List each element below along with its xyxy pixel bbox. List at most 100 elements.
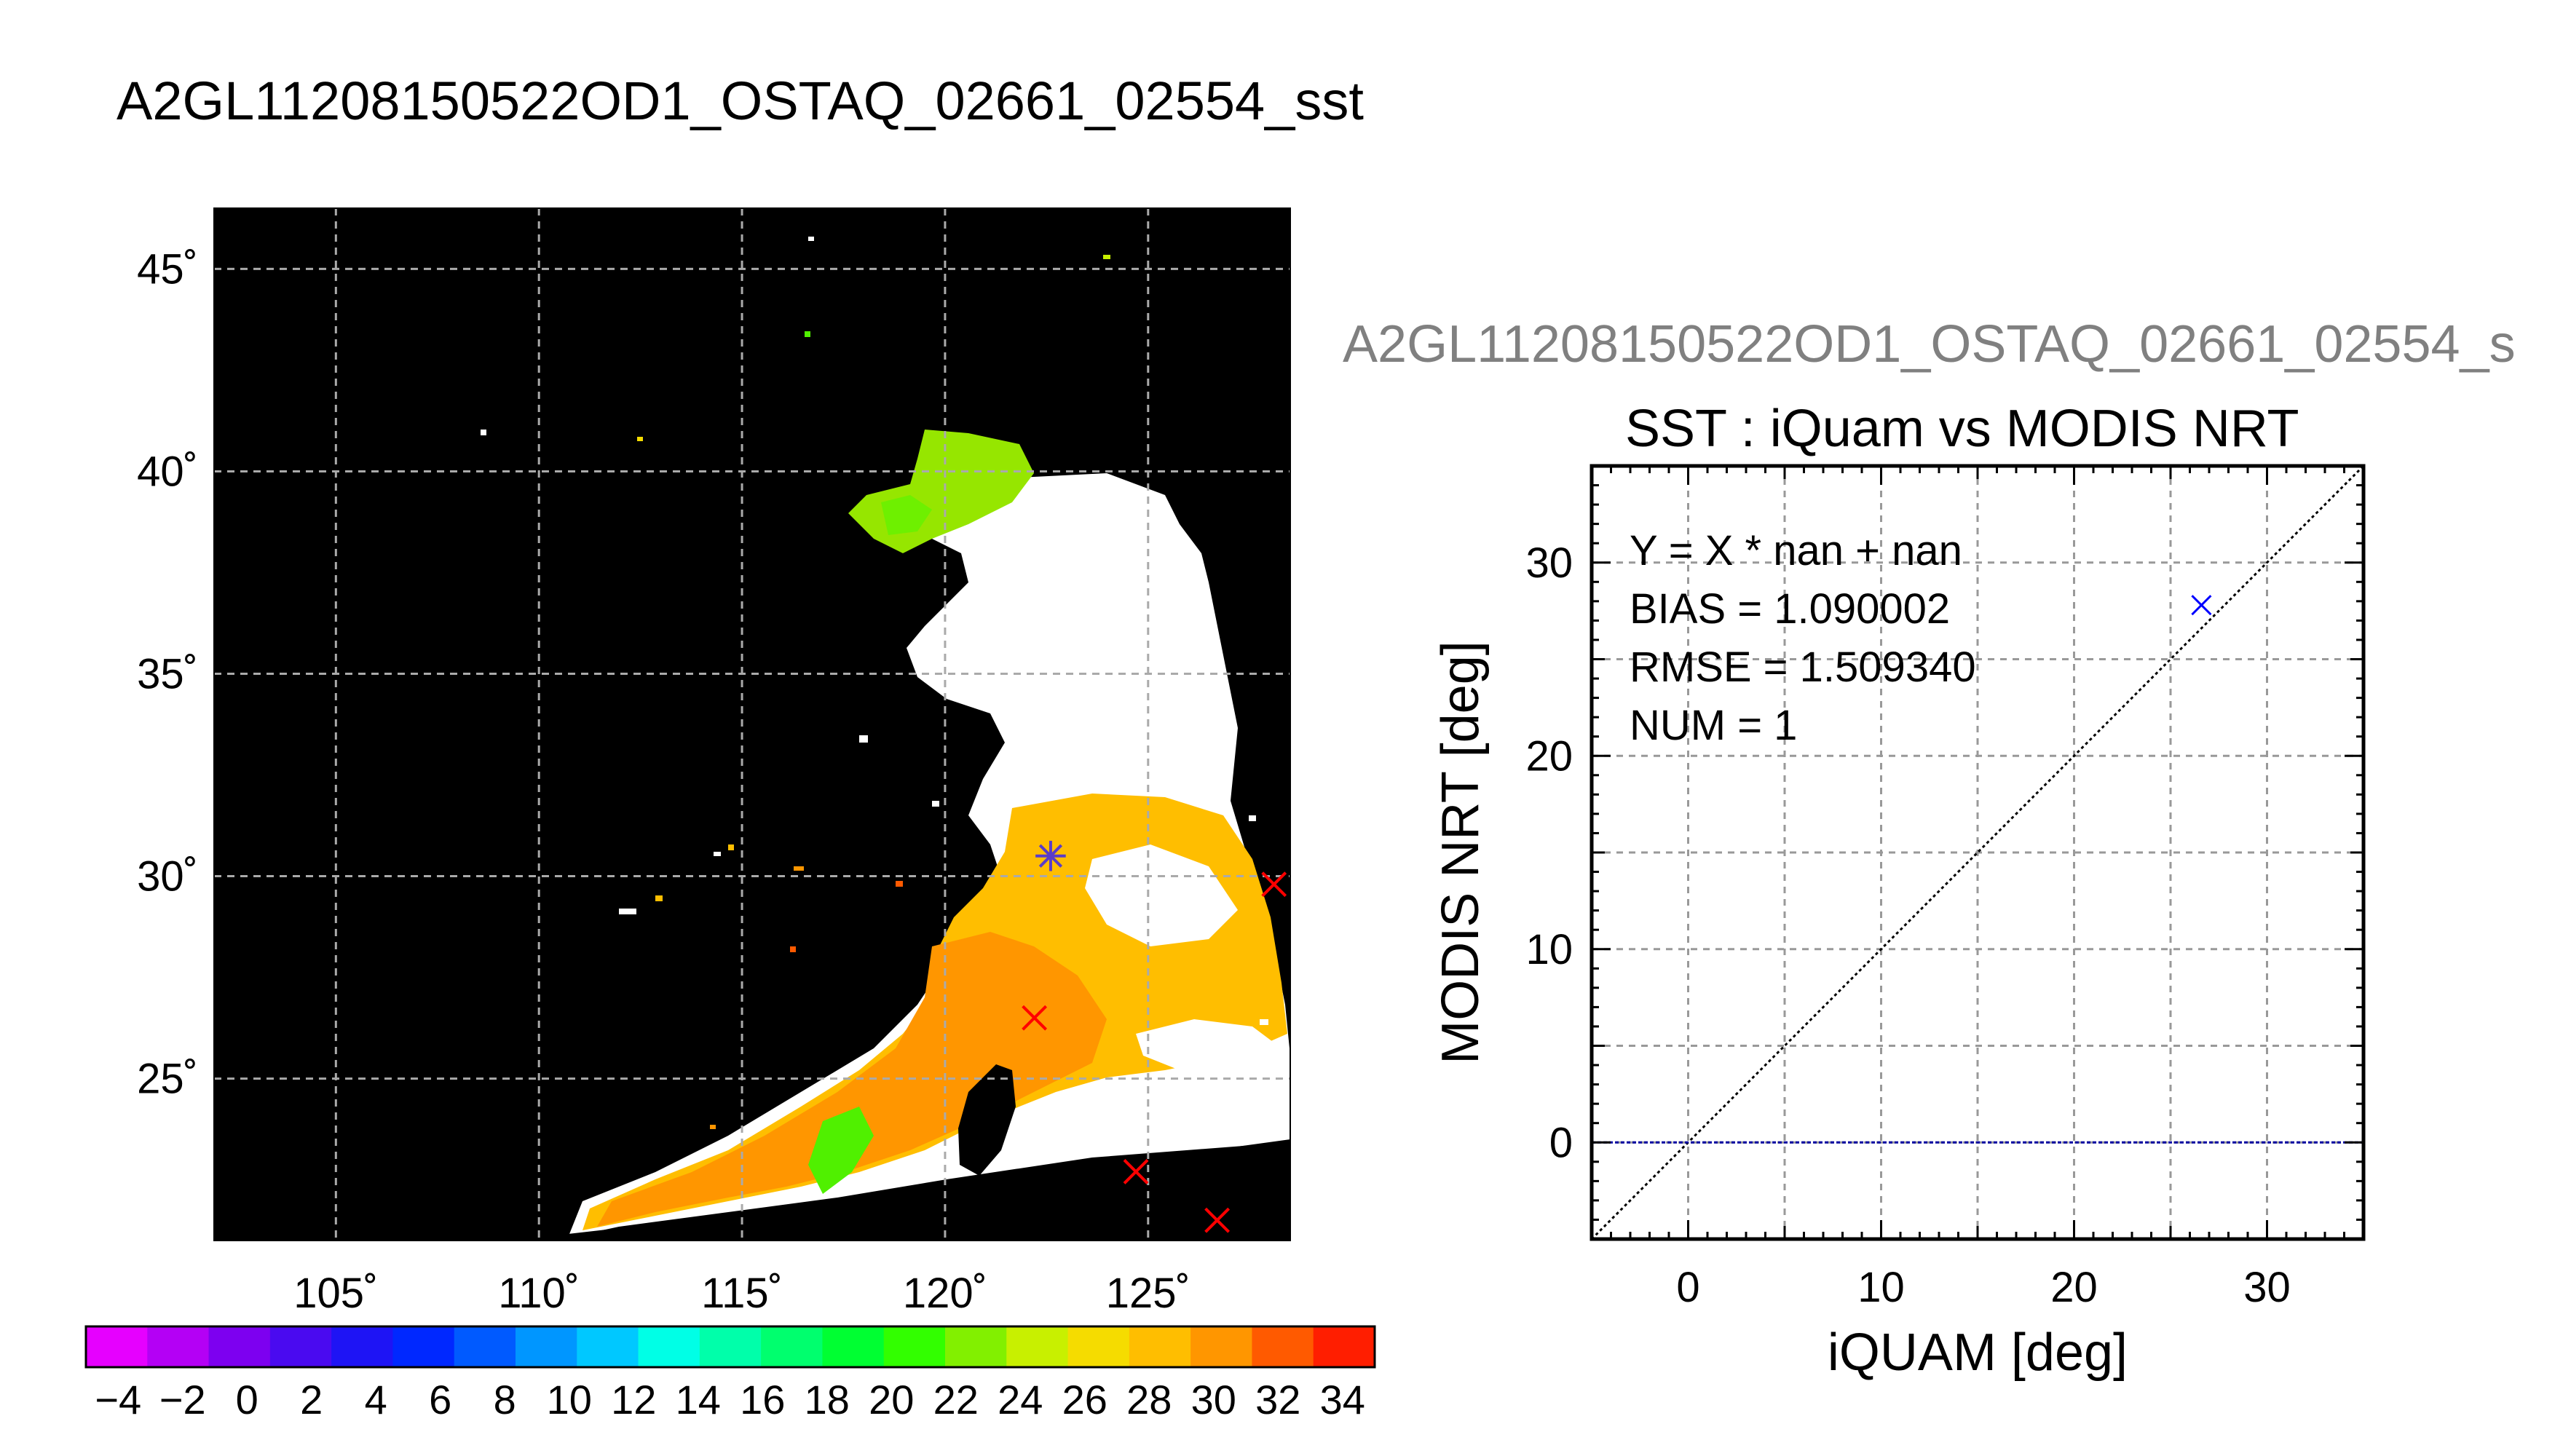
scatter-point bbox=[2191, 595, 2212, 616]
map-marker-x bbox=[1261, 871, 1287, 898]
taiwan-land bbox=[958, 1064, 1016, 1176]
colorbar-cell bbox=[269, 1326, 332, 1367]
cloud-patch bbox=[1136, 1019, 1282, 1070]
colorbar-tick-label: 16 bbox=[740, 1377, 785, 1423]
map-marker-x bbox=[1022, 1005, 1048, 1031]
sst-map: 105˚ 110˚ 115˚ 120˚ 125˚ 45˚ 40˚ 35˚ 30˚ 25˚ bbox=[137, 207, 1291, 1317]
colorbar-cell bbox=[699, 1326, 762, 1367]
colorbar-tick-label: 10 bbox=[547, 1377, 592, 1423]
scatter-points bbox=[2191, 595, 2212, 616]
scatter-y-tick-label: 20 bbox=[1525, 732, 1573, 780]
scatter-stat-line: Y = X * nan + nan bbox=[1630, 527, 1962, 574]
identity-line bbox=[1590, 464, 2365, 1241]
colorbar-tick-labels: −4 −2 0 2 4 6 8 10 12 14 16 18 20 22 24 26 28 30 32 34 bbox=[95, 1377, 1365, 1423]
colorbar: −4 −2 0 2 4 6 8 10 12 14 16 18 20 22 24 26 28 30 32 34 bbox=[84, 1325, 1376, 1423]
colorbar-tick-label: 26 bbox=[1062, 1377, 1107, 1423]
map-marker-x bbox=[1123, 1159, 1149, 1184]
colorbar-cell bbox=[577, 1326, 639, 1367]
colorbar-cell bbox=[822, 1326, 885, 1367]
colorbar-cell bbox=[1006, 1326, 1069, 1367]
scatter-y-axis-label: MODIS NRT [deg] bbox=[1431, 641, 1490, 1064]
marker-stroke bbox=[1204, 1207, 1231, 1233]
colorbar-cell bbox=[147, 1326, 210, 1367]
colorbar-tick-label: 28 bbox=[1126, 1377, 1172, 1423]
colorbar-cell bbox=[1190, 1326, 1252, 1367]
colorbar-cell bbox=[1067, 1326, 1130, 1367]
colorbar-cells bbox=[86, 1326, 1375, 1367]
colorbar-tick-label: 0 bbox=[236, 1377, 258, 1423]
colorbar-cell bbox=[1313, 1326, 1375, 1367]
map-markers bbox=[1022, 840, 1287, 1233]
colorbar-tick-label: 2 bbox=[300, 1377, 323, 1423]
marker-stroke bbox=[1261, 871, 1287, 898]
scatter-stats: Y = X * nan + nan BIAS = 1.090002 RMSE = 1… bbox=[1630, 527, 1976, 749]
scattered-pixels bbox=[481, 237, 1268, 1129]
scatter-x-tick-label: 10 bbox=[1857, 1264, 1905, 1311]
swath-edge bbox=[568, 1139, 1290, 1241]
colorbar-cell bbox=[208, 1326, 271, 1367]
map-x-tick-label: 110˚ bbox=[498, 1270, 580, 1317]
map-marker-star bbox=[1035, 840, 1066, 871]
cloud-patch bbox=[1085, 844, 1238, 946]
colorbar-cell bbox=[638, 1326, 700, 1367]
colorbar-tick-label: 8 bbox=[494, 1377, 516, 1423]
map-y-tick-label: 45˚ bbox=[137, 245, 198, 293]
marker-stroke bbox=[1038, 844, 1063, 868]
map-y-tick-label: 25˚ bbox=[137, 1056, 198, 1103]
sst-green-patch bbox=[808, 1107, 874, 1194]
map-x-tick-label: 125˚ bbox=[1106, 1270, 1190, 1317]
scatter-stat-line: RMSE = 1.509340 bbox=[1630, 644, 1976, 691]
colorbar-cell bbox=[761, 1326, 823, 1367]
point-stroke bbox=[2191, 595, 2212, 616]
scatter-stat-line: NUM = 1 bbox=[1630, 702, 1797, 749]
colorbar-tick-label: 24 bbox=[998, 1377, 1043, 1423]
colorbar-cell bbox=[1129, 1326, 1191, 1367]
colorbar-tick-label: 22 bbox=[933, 1377, 979, 1423]
scatter-y-tick-label: 30 bbox=[1525, 539, 1573, 587]
colorbar-cell bbox=[454, 1326, 516, 1367]
scatter-y-tick-label: 10 bbox=[1525, 926, 1573, 973]
map-tick-labels: 105˚ 110˚ 115˚ 120˚ 125˚ 45˚ 40˚ 35˚ 30˚ 25˚ bbox=[137, 245, 1190, 1317]
map-y-tick-label: 35˚ bbox=[137, 650, 198, 697]
colorbar-tick-label: 14 bbox=[676, 1377, 721, 1423]
sst-bohai-inner bbox=[881, 495, 932, 535]
colorbar-frame bbox=[84, 1325, 1376, 1369]
scatter-title: SST : iQuam vs MODIS NRT bbox=[1625, 400, 2299, 458]
colorbar-cell bbox=[516, 1326, 577, 1367]
colorbar-cell bbox=[86, 1326, 148, 1367]
marker-stroke bbox=[1022, 1005, 1048, 1031]
map-x-tick-label: 115˚ bbox=[701, 1270, 783, 1317]
marker-stroke bbox=[1123, 1159, 1149, 1184]
scatter-subtitle: A2GL11208150522OD1_OSTAQ_02661_02554_s bbox=[1343, 315, 2516, 373]
colorbar-tick-label: 32 bbox=[1255, 1377, 1300, 1423]
map-gridlines bbox=[214, 208, 1290, 1241]
map-y-tick-label: 30˚ bbox=[137, 853, 198, 901]
colorbar-cell bbox=[392, 1326, 455, 1367]
map-frame bbox=[213, 207, 1291, 1241]
colorbar-tick-label: 30 bbox=[1191, 1377, 1236, 1423]
colorbar-tick-label: 4 bbox=[365, 1377, 387, 1423]
colorbar-tick-label: 6 bbox=[429, 1377, 451, 1423]
colorbar-tick-label: 20 bbox=[869, 1377, 914, 1423]
sst-field bbox=[481, 237, 1290, 1241]
scatter-x-tick-label: 20 bbox=[2050, 1264, 2098, 1311]
colorbar-cell bbox=[883, 1326, 946, 1367]
map-y-tick-label: 40˚ bbox=[137, 448, 198, 495]
colorbar-tick-label: −2 bbox=[159, 1377, 206, 1423]
sst-hot-patch bbox=[597, 932, 1107, 1227]
scatter-ticks: 0 10 20 30 0 10 20 30 bbox=[1525, 464, 2365, 1311]
colorbar-tick-label: 18 bbox=[805, 1377, 850, 1423]
scatter-reference-lines bbox=[1590, 464, 2365, 1241]
colorbar-tick-label: 12 bbox=[611, 1377, 656, 1423]
colorbar-cell bbox=[945, 1326, 1007, 1367]
map-x-tick-label: 105˚ bbox=[293, 1270, 378, 1317]
map-marker-x bbox=[1204, 1207, 1231, 1233]
scatter-gridlines bbox=[1592, 466, 2364, 1239]
colorbar-tick-label: −4 bbox=[95, 1377, 141, 1423]
scatter-x-tick-label: 30 bbox=[2243, 1264, 2291, 1311]
colorbar-cell bbox=[1252, 1326, 1314, 1367]
scatter-plot: 0 10 20 30 0 10 20 30 Y = X * nan + nan BIAS = 1… bbox=[1431, 464, 2366, 1382]
scatter-x-tick-label: 0 bbox=[1676, 1264, 1699, 1311]
colorbar-tick-label: 34 bbox=[1320, 1377, 1365, 1423]
